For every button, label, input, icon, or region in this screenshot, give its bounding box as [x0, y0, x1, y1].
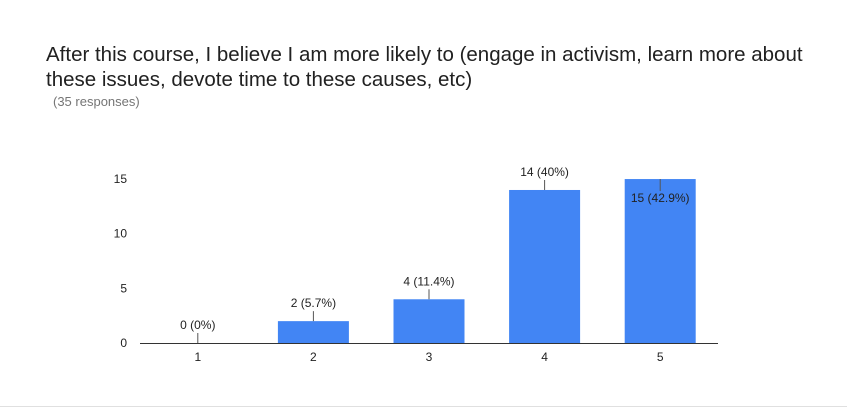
x-tick-label: 2: [310, 350, 317, 364]
x-tick-label: 3: [426, 350, 433, 364]
bar: [277, 321, 349, 343]
question-title: After this course, I believe I am more l…: [46, 43, 803, 91]
bottom-divider: [0, 406, 847, 407]
y-tick-label: 15: [114, 172, 128, 186]
data-label: 4 (11.4%): [403, 274, 454, 288]
y-tick-label: 10: [114, 227, 128, 241]
bar: [509, 189, 581, 343]
x-tick-label: 4: [541, 350, 548, 364]
y-tick-label: 0: [120, 336, 127, 350]
data-label: 2 (5.7%): [291, 296, 336, 310]
bar: [624, 179, 696, 343]
x-tick-label: 5: [657, 350, 664, 364]
bar: [393, 299, 465, 343]
x-tick-label: 1: [194, 350, 201, 364]
response-count: (35 responses): [53, 94, 140, 109]
data-label: 14 (40%): [520, 165, 569, 179]
y-tick-label: 5: [120, 281, 127, 295]
data-label: 15 (42.9%): [631, 191, 690, 205]
data-label: 0 (0%): [180, 318, 215, 332]
